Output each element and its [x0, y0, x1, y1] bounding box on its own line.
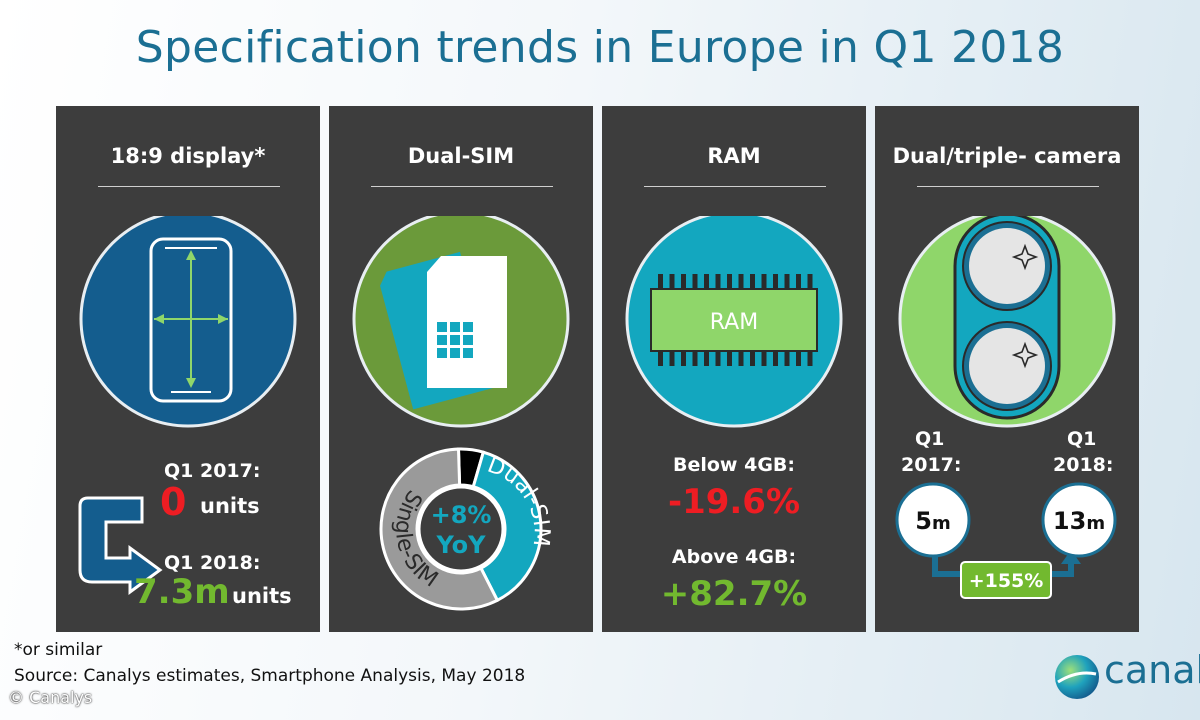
- ram-above-label: Above 4GB:: [671, 546, 797, 568]
- camera-q1-2017-unit: m: [932, 513, 951, 534]
- chip-pin: [750, 351, 755, 366]
- chip-pin: [807, 351, 813, 366]
- chip-pin: [796, 274, 801, 289]
- camera-q1-2018-label-1: Q1: [1067, 428, 1097, 450]
- display-q1-2017-label: Q1 2017:: [164, 460, 261, 482]
- chip-pin: [784, 274, 790, 289]
- camera-q1-2018-unit: m: [1086, 513, 1105, 534]
- display-q1-2017-unit: units: [200, 494, 260, 518]
- chip-pin: [773, 274, 778, 289]
- canalys-logo-icon: [1055, 655, 1099, 699]
- divider: [917, 186, 1099, 187]
- donut-slice-single-sim: [379, 447, 500, 611]
- camera-growth-diagram: 5m 13m +155%: [895, 482, 1117, 599]
- chip-pin: [681, 274, 686, 289]
- chip-pin: [692, 274, 698, 289]
- chip-pin: [784, 351, 790, 366]
- chip-pin: [738, 274, 744, 289]
- display-q1-2018-label: Q1 2018:: [164, 552, 261, 574]
- panel-title-dual-sim: Dual-SIM: [407, 144, 515, 168]
- chip-pin: [773, 351, 778, 366]
- chip-pin: [761, 274, 767, 289]
- panel-ram: RAM RAM Below 4GB: -19.6% Above 4GB: +82…: [602, 106, 866, 632]
- panel-title-camera: Dual/triple- camera: [892, 144, 1122, 168]
- page-title: Specification trends in Europe in Q1 201…: [135, 22, 1065, 73]
- svg-text:5m: 5m: [915, 507, 950, 535]
- chip-pin: [692, 351, 698, 366]
- dual-sim-yoy: YoY: [435, 531, 486, 559]
- chip-pin: [658, 274, 663, 289]
- camera-q1-2018-value: 13: [1053, 507, 1086, 535]
- divider: [644, 186, 826, 187]
- sim-card-icon: [352, 216, 570, 428]
- panel-camera: Dual/triple- camera Q1 2017: Q1 2018: 5m…: [875, 106, 1139, 632]
- donut-slice-dual-sim: [471, 450, 543, 603]
- display-q1-2017-value: 0: [160, 480, 187, 524]
- chip-pin: [727, 274, 732, 289]
- donut-hole: [417, 485, 505, 573]
- divider: [98, 186, 280, 187]
- chip-pin: [761, 351, 767, 366]
- panel-title-ram: RAM: [707, 144, 761, 168]
- panel-title-display: 18:9 display*: [110, 144, 266, 168]
- chip-pin: [715, 351, 721, 366]
- chip-pin: [796, 351, 801, 366]
- dual-sim-growth: +8%: [431, 501, 492, 529]
- smartphone-icon: [79, 216, 297, 428]
- chip-pin: [807, 274, 813, 289]
- ram-chip-label: RAM: [710, 310, 758, 335]
- chip-pin: [704, 274, 709, 289]
- dual-sim-donut-chart: Dual-SIM Single-SIM +8% YoY: [379, 447, 554, 611]
- dual-camera-icon: [898, 216, 1116, 428]
- panel-display: 18:9 display* Q1 2017: 0 units Q1 2018: …: [56, 106, 320, 632]
- display-q1-2018-value: 7.3m: [134, 572, 230, 612]
- footnote: *or similar: [14, 640, 103, 660]
- ram-below-value: -19.6%: [667, 482, 801, 522]
- svg-text:13m: 13m: [1053, 507, 1105, 535]
- source-note: Source: Canalys estimates, Smartphone An…: [14, 666, 526, 686]
- camera-q1-2017-label-2: 2017:: [901, 454, 962, 476]
- chip-pin: [750, 274, 755, 289]
- divider: [371, 186, 553, 187]
- chip-pin: [658, 351, 663, 366]
- ram-above-value: +82.7%: [660, 574, 808, 614]
- chip-pin: [727, 351, 732, 366]
- camera-q1-2017-value: 5: [915, 507, 932, 535]
- copyright: © Canalys: [8, 688, 93, 707]
- chip-pin: [669, 351, 675, 366]
- chip-pin: [669, 274, 675, 289]
- display-q1-2018-unit: units: [232, 584, 292, 608]
- camera-q1-2018-label-2: 2018:: [1053, 454, 1114, 476]
- chip-pin: [704, 351, 709, 366]
- chip-pin: [681, 351, 686, 366]
- arrow-curve-icon: [78, 496, 163, 595]
- camera-q1-2017-label-1: Q1: [915, 428, 945, 450]
- ram-below-label: Below 4GB:: [673, 454, 795, 476]
- chip-pin: [738, 351, 744, 366]
- panel-dual-sim: Dual-SIM Dual-SIM Single-SIM +8% YoY: [329, 106, 593, 632]
- canalys-logo-text: canaly: [1104, 648, 1200, 692]
- memory-chip-icon: RAM: [625, 216, 843, 428]
- camera-growth-value: +155%: [969, 570, 1044, 592]
- chip-pin: [715, 274, 721, 289]
